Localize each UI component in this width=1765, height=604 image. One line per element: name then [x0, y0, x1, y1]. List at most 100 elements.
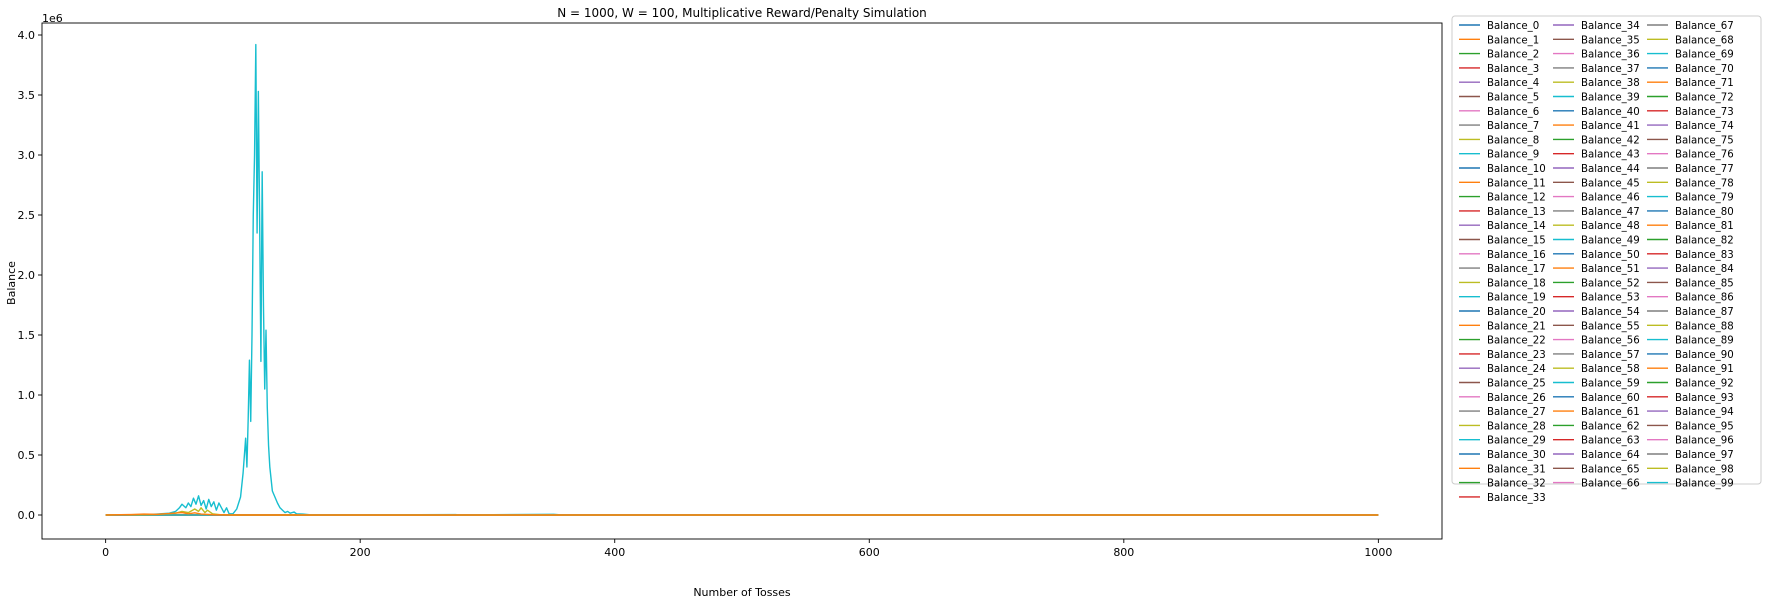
legend-label: Balance_16: [1487, 250, 1546, 261]
legend-label: Balance_7: [1487, 121, 1539, 132]
legend-label: Balance_14: [1487, 221, 1546, 232]
legend-label: Balance_40: [1581, 107, 1640, 118]
legend-label: Balance_71: [1675, 78, 1734, 89]
legend-label: Balance_49: [1581, 236, 1640, 247]
legend-label: Balance_32: [1487, 479, 1546, 490]
legend-label: Balance_3: [1487, 64, 1539, 75]
y-tick-label: 2.5: [18, 209, 36, 222]
legend-label: Balance_8: [1487, 135, 1539, 146]
plot-frame: [41, 22, 1443, 540]
legend-label: Balance_2: [1487, 50, 1539, 61]
y-tick-label: 1.0: [18, 389, 36, 402]
legend-label: Balance_13: [1487, 207, 1546, 218]
legend-label: Balance_68: [1675, 35, 1734, 46]
x-tick-label: 1000: [1364, 546, 1392, 559]
legend-label: Balance_15: [1487, 236, 1546, 247]
y-tick-label: 4.0: [18, 29, 36, 42]
legend-label: Balance_19: [1487, 293, 1546, 304]
y-tick-label: 3.5: [18, 89, 36, 102]
chart-title: N = 1000, W = 100, Multiplicative Reward…: [557, 6, 927, 20]
legend-label: Balance_75: [1675, 135, 1734, 146]
y-tick-label: 3.0: [18, 149, 36, 162]
legend-label: Balance_53: [1581, 293, 1640, 304]
legend-label: Balance_6: [1487, 107, 1539, 118]
legend-label: Balance_41: [1581, 121, 1640, 132]
legend-label: Balance_54: [1581, 307, 1640, 318]
series-layer: [105, 43, 1379, 516]
ticks-layer: 0 200 400 600 800 1000 0.0 0.5 1.0 1.5 2.0 2.5 3.0 3.…: [18, 29, 1393, 559]
legend-label: Balance_91: [1675, 364, 1734, 375]
legend-label: Balance_60: [1581, 393, 1640, 404]
legend-label: Balance_26: [1487, 393, 1546, 404]
legend-label: Balance_35: [1581, 35, 1640, 46]
legend-label: Balance_82: [1675, 236, 1734, 247]
legend-label: Balance_76: [1675, 150, 1734, 161]
legend-label: Balance_25: [1487, 379, 1546, 390]
legend-label: Balance_9: [1487, 150, 1539, 161]
legend-label: Balance_86: [1675, 293, 1734, 304]
legend-label: Balance_44: [1581, 164, 1640, 175]
legend-label: Balance_4: [1487, 78, 1539, 89]
legend-label: Balance_28: [1487, 421, 1546, 432]
legend-label: Balance_10: [1487, 164, 1546, 175]
x-axis-label: Number of Tosses: [693, 586, 791, 599]
legend-label: Balance_81: [1675, 221, 1734, 232]
y-tick-label: 2.0: [18, 269, 36, 282]
y-tick-label: 0.0: [18, 509, 36, 522]
x-tick-label: 400: [604, 546, 625, 559]
legend-label: Balance_73: [1675, 107, 1734, 118]
legend-label: Balance_30: [1487, 450, 1546, 461]
legend-label: Balance_70: [1675, 64, 1734, 75]
legend-label: Balance_83: [1675, 250, 1734, 261]
legend-label: Balance_93: [1675, 393, 1734, 404]
legend-label: Balance_92: [1675, 379, 1734, 390]
y-axis-offset-label: 1e6: [42, 12, 63, 25]
legend-label: Balance_55: [1581, 321, 1640, 332]
legend-label: Balance_62: [1581, 421, 1640, 432]
legend-label: Balance_95: [1675, 421, 1734, 432]
legend-label: Balance_1: [1487, 35, 1539, 46]
legend-label: Balance_89: [1675, 336, 1734, 347]
legend-box: [1451, 15, 1762, 485]
legend-label: Balance_12: [1487, 193, 1546, 204]
legend-label: Balance_47: [1581, 207, 1640, 218]
x-tick-label: 200: [350, 546, 371, 559]
legend-label: Balance_50: [1581, 250, 1640, 261]
legend-label: Balance_74: [1675, 121, 1734, 132]
legend-label: Balance_99: [1675, 479, 1734, 490]
legend-label: Balance_87: [1675, 307, 1734, 318]
legend-label: Balance_34: [1581, 21, 1640, 32]
legend-label: Balance_59: [1581, 379, 1640, 390]
legend-label: Balance_27: [1487, 407, 1546, 418]
legend-label: Balance_48: [1581, 221, 1640, 232]
legend-label: Balance_23: [1487, 350, 1546, 361]
legend-label: Balance_57: [1581, 350, 1640, 361]
legend-label: Balance_66: [1581, 479, 1640, 490]
x-tick-label: 800: [1113, 546, 1134, 559]
legend-label: Balance_98: [1675, 464, 1734, 475]
legend: Balance_0 Balance_1 Balance_2 Balance_3 Bala…: [1451, 15, 1762, 504]
y-tick-label: 0.5: [18, 449, 36, 462]
legend-label: Balance_46: [1581, 193, 1640, 204]
legend-label: Balance_37: [1581, 64, 1640, 75]
legend-label: Balance_45: [1581, 178, 1640, 189]
legend-label: Balance_29: [1487, 436, 1546, 447]
legend-label: Balance_36: [1581, 50, 1640, 61]
legend-label: Balance_96: [1675, 436, 1734, 447]
legend-label: Balance_63: [1581, 436, 1640, 447]
legend-label: Balance_56: [1581, 336, 1640, 347]
legend-label: Balance_67: [1675, 21, 1734, 32]
legend-label: Balance_78: [1675, 178, 1734, 189]
legend-label: Balance_33: [1487, 493, 1546, 504]
legend-label: Balance_51: [1581, 264, 1640, 275]
legend-label: Balance_5: [1487, 93, 1539, 104]
legend-label: Balance_85: [1675, 278, 1734, 289]
y-axis-label: Balance: [5, 261, 18, 305]
legend-label: Balance_31: [1487, 464, 1546, 475]
series-balance-1: [105, 511, 1379, 516]
legend-label: Balance_72: [1675, 93, 1734, 104]
legend-label: Balance_79: [1675, 193, 1734, 204]
series-balance-99: [105, 43, 1379, 516]
legend-label: Balance_18: [1487, 278, 1546, 289]
